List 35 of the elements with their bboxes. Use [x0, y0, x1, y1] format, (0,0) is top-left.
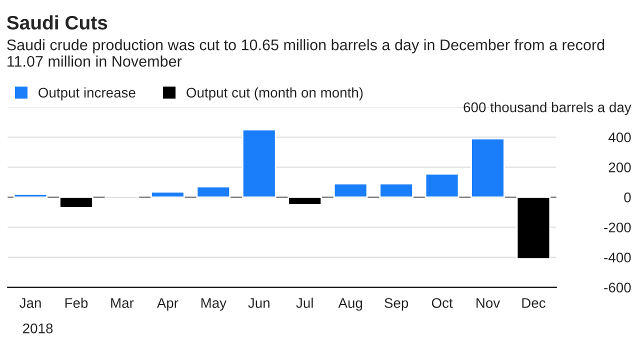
x-tick-label: Dec — [522, 298, 546, 308]
bar — [288, 196, 322, 206]
y-tick-label: -200 — [604, 222, 631, 232]
x-tick-label: Jun — [248, 298, 270, 308]
bar — [242, 128, 276, 198]
x-tick-label: Apr — [156, 298, 178, 311]
x-tick-label: Jan — [20, 298, 41, 308]
x-tick-label: May — [201, 298, 227, 311]
bar — [379, 182, 414, 198]
x-tick-label: Feb — [65, 298, 88, 308]
y-tick-label: -400 — [604, 252, 631, 262]
x-tick-label: Nov — [476, 298, 500, 308]
bar — [333, 182, 368, 198]
bar — [470, 138, 505, 198]
text: 2018 — [23, 324, 53, 334]
x-tick-label: Aug — [338, 298, 362, 311]
bar — [150, 191, 185, 198]
x-tick-label: Jul — [296, 298, 313, 308]
legend-label: Output cut (month on month) — [186, 87, 363, 100]
x-tick-label: Oct — [432, 298, 453, 308]
chart-title: Saudi Cuts — [6, 15, 108, 30]
bar — [424, 173, 460, 198]
x-tick-label: Sep — [384, 298, 408, 311]
y-tick-label: -600 — [604, 282, 631, 292]
bar — [59, 196, 94, 208]
legend-label: Output increase — [38, 87, 136, 100]
y-tick-label: 600 thousand barrels a day — [464, 102, 632, 116]
bar — [13, 194, 48, 198]
bar — [516, 196, 551, 260]
y-tick-label: 200 — [608, 162, 631, 172]
bar — [196, 186, 231, 198]
x-tick-label: Mar — [111, 298, 134, 308]
chart-subtitle: Saudi crude production was cut to 10.65 million barrels a day in December from a record 11.07 million in November — [7, 39, 604, 67]
y-tick-label: 400 — [608, 132, 631, 142]
y-tick-label: 0 — [624, 192, 631, 202]
